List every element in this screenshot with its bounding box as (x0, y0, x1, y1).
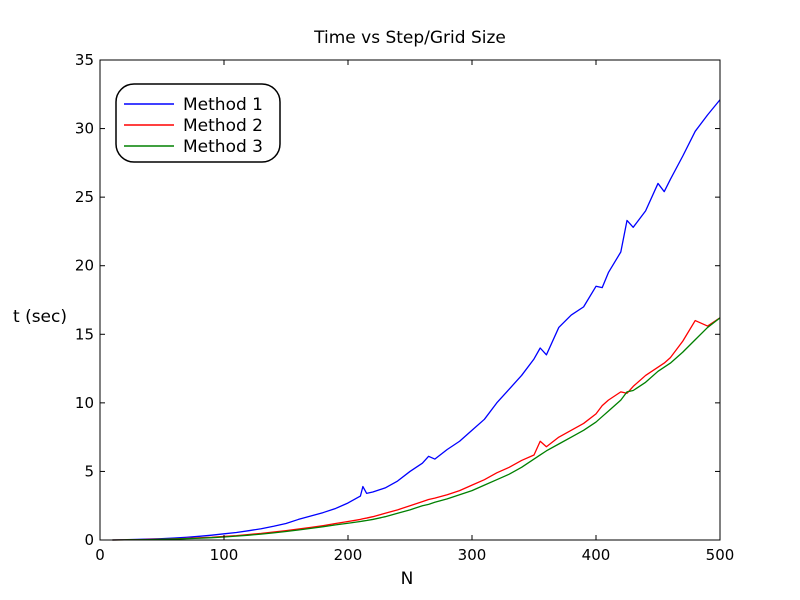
y-tick-label: 5 (84, 462, 94, 480)
x-axis-label: N (401, 569, 414, 589)
legend-label: Method 2 (183, 116, 263, 136)
y-tick-label: 10 (75, 394, 94, 412)
y-tick-label: 30 (75, 120, 94, 138)
x-tick-label: 300 (458, 546, 487, 564)
series-line-method-1 (112, 99, 721, 541)
y-tick-label: 20 (75, 257, 94, 275)
x-tick-label: 500 (706, 546, 735, 564)
x-tick-label: 400 (582, 546, 611, 564)
chart-title: Time vs Step/Grid Size (313, 28, 506, 48)
plot-border (99, 59, 721, 541)
legend-label: Method 3 (183, 137, 263, 157)
y-tick-label: 15 (75, 325, 94, 343)
x-tick-label: 200 (334, 546, 363, 564)
series-line-method-3 (112, 317, 721, 541)
y-tick-label: 25 (75, 188, 94, 206)
x-tick-label: 0 (95, 546, 105, 564)
x-tick-label: 100 (210, 546, 239, 564)
y-tick-label: 0 (84, 531, 94, 549)
legend-label: Method 1 (183, 95, 263, 115)
y-tick-label: 35 (75, 51, 94, 69)
y-axis-label: t (sec) (13, 307, 67, 327)
